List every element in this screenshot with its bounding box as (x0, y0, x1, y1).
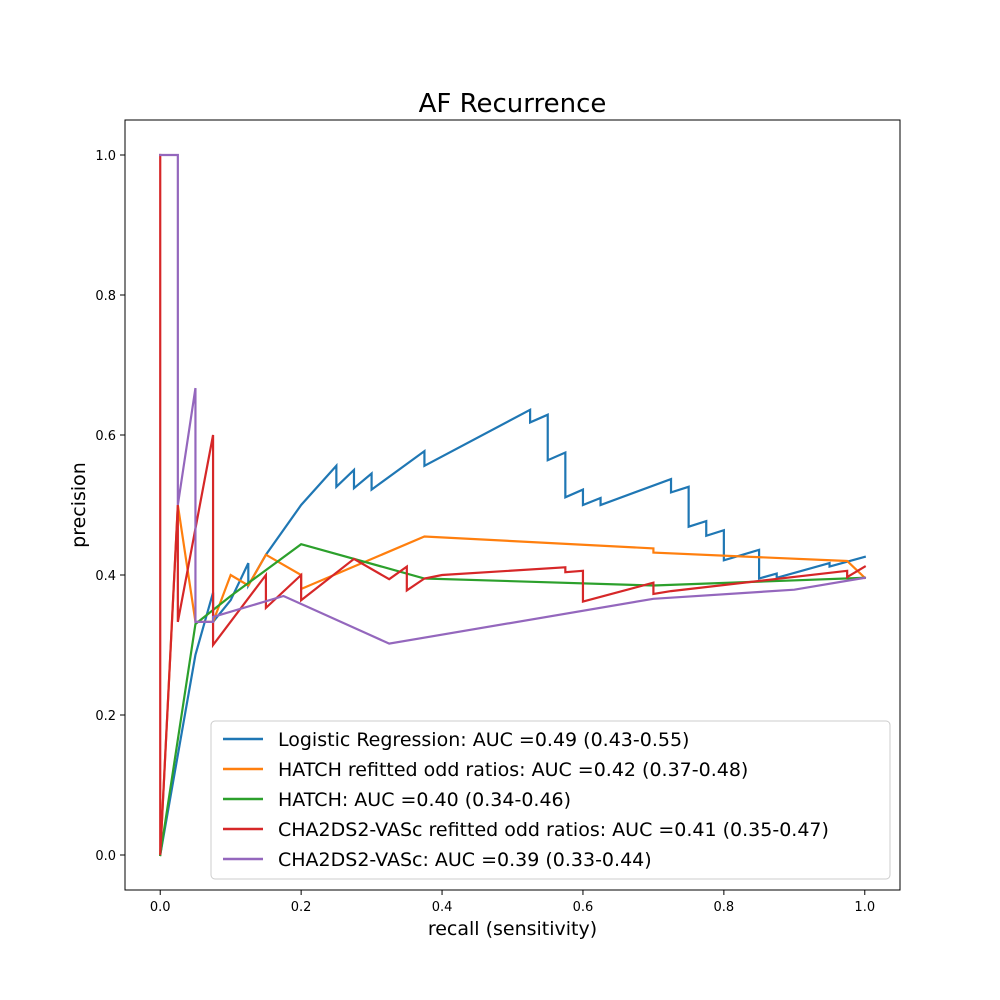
y-axis: 0.0 0.2 0.4 0.6 0.8 1.0 (95, 149, 125, 864)
series-line-5 (159, 153, 867, 645)
y-tick-label: 1.0 (95, 149, 116, 164)
x-tick-label: 0.2 (291, 900, 312, 915)
legend-label-5: CHA2DS2-VASc: AUC =0.39 (0.33-0.44) (278, 849, 652, 871)
y-tick-label: 0.8 (95, 289, 116, 304)
y-tick-label: 0.6 (95, 429, 116, 444)
legend-label-1: Logistic Regression: AUC =0.49 (0.43-0.5… (278, 729, 689, 751)
x-tick-label: 0.0 (150, 900, 171, 915)
series-layer (158, 153, 867, 857)
plot-frame (124, 119, 901, 891)
x-axis-label: recall (sensitivity) (428, 918, 597, 940)
legend-label-3: HATCH: AUC =0.40 (0.34-0.46) (278, 789, 571, 811)
legend-box (210, 720, 891, 880)
legend-label-2: HATCH refitted odd ratios: AUC =0.42 (0.… (278, 759, 748, 781)
x-axis: 0.0 0.2 0.4 0.6 0.8 1.0 (150, 890, 875, 915)
legend-label-4: CHA2DS2-VASc refitted odd ratios: AUC =0… (278, 819, 829, 841)
x-tick-label: 0.8 (714, 900, 735, 915)
series-line-4 (159, 153, 867, 856)
y-tick-label: 0.0 (95, 849, 116, 864)
legend: Logistic Regression: AUC =0.49 (0.43-0.5… (210, 720, 891, 880)
x-tick-label: 1.0 (854, 900, 875, 915)
chart-title: AF Recurrence (419, 89, 607, 119)
x-tick-label: 0.6 (573, 900, 594, 915)
y-tick-label: 0.4 (95, 569, 116, 584)
y-axis-label: precision (68, 462, 90, 548)
y-tick-label: 0.2 (95, 709, 116, 724)
x-tick-label: 0.4 (432, 900, 453, 915)
